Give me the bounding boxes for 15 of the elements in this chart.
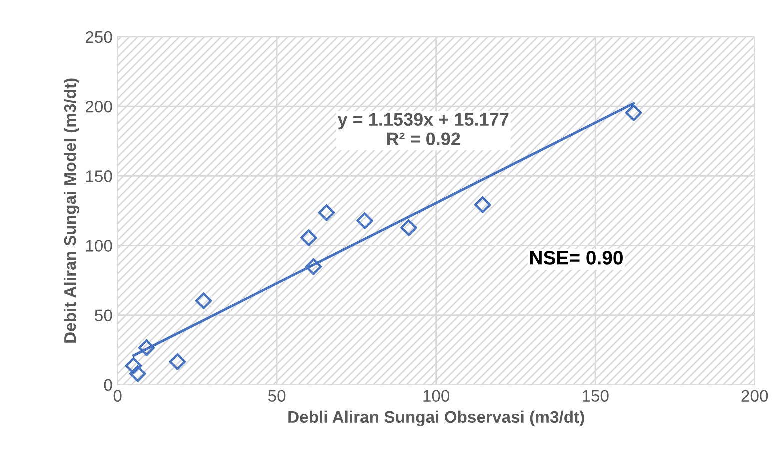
- y-tick-label: 150: [86, 170, 112, 182]
- x-tick-label: 0: [114, 390, 122, 402]
- y-tick-label: 250: [86, 31, 112, 44]
- x-axis-title: Debli Aliran Sungai Observasi (m3/dt): [288, 410, 584, 426]
- annotation: y = 1.1539x + 15.177 R² = 0.92: [338, 113, 509, 146]
- y-tick-label: 0: [104, 379, 112, 392]
- y-tick-label: 100: [86, 240, 112, 252]
- annotation: NSE= 0.90: [530, 251, 623, 265]
- x-tick-label: 50: [268, 390, 286, 402]
- y-axis-title: Debit Aliran Sungai Model (m3/dt): [64, 78, 80, 343]
- x-tick-label: 150: [582, 390, 609, 402]
- y-tick-label: 200: [86, 100, 112, 113]
- x-tick-label: 100: [424, 390, 450, 402]
- x-tick-label: 200: [742, 390, 768, 402]
- y-tick-label: 50: [95, 310, 112, 322]
